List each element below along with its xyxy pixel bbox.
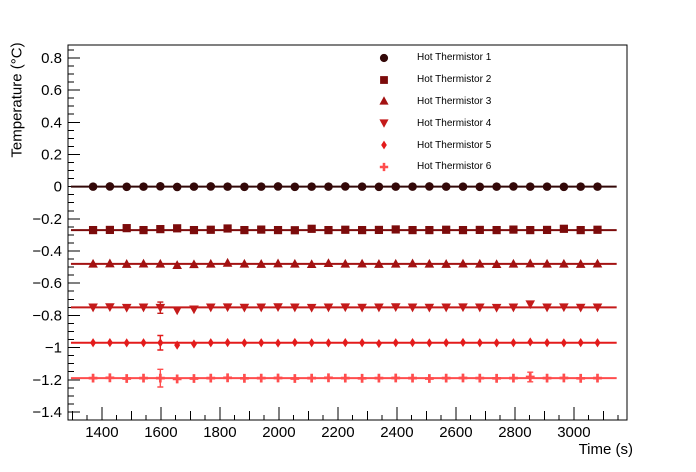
x-axis-title: Time (s) (578, 441, 633, 458)
y-axis-title: Temperature (°C) (8, 42, 26, 158)
circle-marker-icon (379, 53, 389, 62)
svg-text:0.6: 0.6 (41, 82, 62, 99)
legend-item: Hot Thermistor 1 (374, 47, 491, 69)
svg-text:1400: 1400 (85, 424, 118, 441)
plus-marker-icon (379, 162, 389, 172)
svg-text:3000: 3000 (557, 424, 590, 441)
y-axis-ticks (68, 49, 80, 413)
series-hot-thermistor-1 (70, 182, 617, 192)
legend-label: Hot Thermistor 4 (417, 117, 492, 129)
legend-item: Hot Thermistor 2 (374, 69, 491, 91)
svg-text:−0.4: −0.4 (32, 243, 62, 260)
svg-text:−1.2: −1.2 (32, 372, 62, 389)
series-hot-thermistor-4 (70, 300, 617, 316)
svg-text:0: 0 (54, 179, 62, 196)
legend-item: Hot Thermistor 3 (374, 91, 491, 113)
svg-text:2600: 2600 (439, 424, 472, 441)
svg-text:−1: −1 (45, 340, 62, 357)
svg-text:−0.6: −0.6 (32, 275, 62, 292)
series-hot-thermistor-2 (70, 224, 617, 235)
svg-text:0.8: 0.8 (41, 50, 62, 67)
svg-text:2800: 2800 (498, 424, 531, 441)
legend-item: Hot Thermistor 5 (374, 134, 491, 156)
svg-text:−1.4: −1.4 (32, 404, 62, 421)
y-axis-tick-labels: 0.8 0.6 0.4 0.2 0 −0.2 −0.4 −0.6 −0.8 −1 −1.2 −1.4 (32, 50, 62, 421)
svg-text:1800: 1800 (203, 424, 236, 441)
legend-label: Hot Thermistor 1 (417, 52, 492, 64)
legend: Hot Thermistor 1 Hot Thermistor 2 Hot Ther… (374, 47, 491, 178)
svg-text:0.4: 0.4 (41, 114, 62, 131)
x-axis-ticks (71, 407, 619, 420)
triangle-down-marker-icon (379, 119, 389, 129)
triangle-up-marker-icon (379, 96, 389, 106)
svg-text:2000: 2000 (262, 424, 295, 441)
svg-text:−0.8: −0.8 (32, 307, 62, 324)
series-hot-thermistor-5 (70, 334, 617, 351)
legend-label: Hot Thermistor 2 (417, 74, 492, 86)
square-marker-icon (380, 75, 388, 84)
legend-label: Hot Thermistor 5 (417, 139, 492, 151)
legend-item: Hot Thermistor 4 (374, 112, 491, 134)
svg-text:2400: 2400 (380, 424, 413, 441)
legend-label: Hot Thermistor 6 (417, 161, 492, 173)
svg-text:1600: 1600 (144, 424, 177, 441)
legend-label: Hot Thermistor 3 (417, 95, 492, 107)
svg-text:2200: 2200 (321, 424, 354, 441)
series-hot-thermistor-6 (70, 368, 617, 388)
x-axis-tick-labels: 1400 1600 1800 2000 2200 2400 2600 2800 3000 (85, 424, 590, 441)
diamond-marker-icon (381, 140, 387, 150)
legend-item: Hot Thermistor 6 (374, 156, 491, 178)
svg-text:−0.2: −0.2 (32, 211, 62, 228)
plot-frame (67, 44, 628, 421)
series-hot-thermistor-3 (70, 257, 617, 269)
svg-text:0.2: 0.2 (41, 146, 62, 163)
